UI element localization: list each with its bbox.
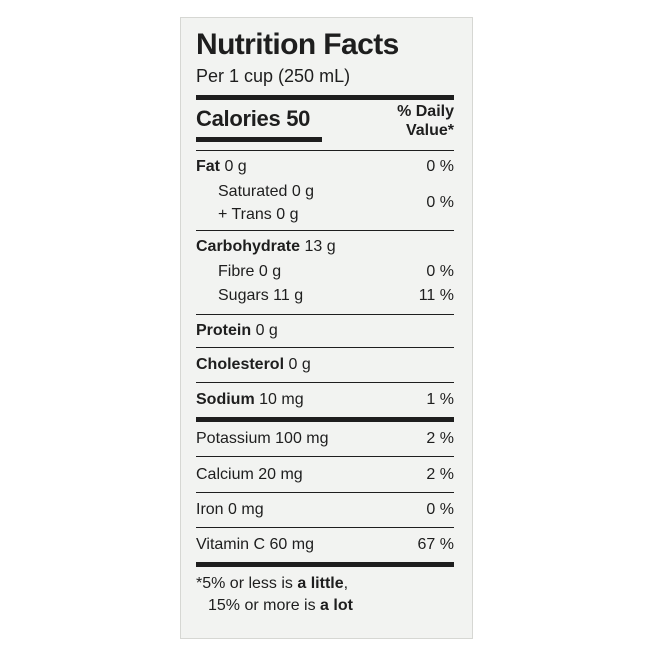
calcium-dv: 2 % xyxy=(426,465,454,483)
fibre-label: Fibre 0 g xyxy=(218,263,282,280)
divider xyxy=(196,230,454,231)
divider xyxy=(196,382,454,383)
carbohydrate-row: Carbohydrate 13 g xyxy=(196,234,454,260)
protein-label: Protein xyxy=(196,322,252,339)
potassium-dv: 2 % xyxy=(426,430,454,447)
calories-row: Calories 50 % Daily Value* xyxy=(196,100,454,150)
cholesterol-amount: 0 g xyxy=(288,356,311,373)
protein-row: Protein 0 g xyxy=(196,315,454,347)
divider xyxy=(196,456,454,457)
sodium-label: Sodium xyxy=(196,390,255,408)
potassium-row: Potassium 100 mg 2 % xyxy=(196,422,454,456)
divider-thick xyxy=(196,95,454,100)
fibre-row: Fibre 0 g 0 % xyxy=(196,260,454,284)
iron-dv: 0 % xyxy=(426,501,454,518)
calcium-row: Calcium 20 mg 2 % xyxy=(196,457,454,492)
calcium-label: Calcium 20 mg xyxy=(196,465,303,483)
daily-value-header: % Daily Value* xyxy=(397,103,454,139)
divider xyxy=(196,492,454,493)
fat-row: Fat 0 g 0 % xyxy=(196,154,454,179)
fat-amount: 0 g xyxy=(224,157,247,175)
divider xyxy=(196,347,454,348)
carbohydrate-amount: 13 g xyxy=(304,238,336,255)
sodium-row: Sodium 10 mg 1 % xyxy=(196,383,454,416)
calories-label: Calories xyxy=(196,106,281,131)
iron-label: Iron 0 mg xyxy=(196,501,264,518)
serving-size: Per 1 cup (250 mL) xyxy=(196,66,351,86)
divider xyxy=(196,527,454,528)
calories-underline xyxy=(196,137,322,142)
footnote-line-2: 15% or more is a lot xyxy=(208,597,353,614)
divider-thick xyxy=(196,417,454,422)
vitamin-c-dv: 67 % xyxy=(417,536,454,553)
carbohydrate-label: Carbohydrate xyxy=(196,238,301,255)
nutrition-label-panel xyxy=(180,17,473,639)
vitamin-c-label: Vitamin C 60 mg xyxy=(196,536,314,553)
trans-label: + Trans 0 g xyxy=(218,206,299,223)
sugars-dv: 11 % xyxy=(418,287,454,304)
calories-value: 50 xyxy=(286,106,311,131)
saturated-label: Saturated 0 g xyxy=(218,183,315,200)
fat-label: Fat xyxy=(196,157,220,175)
cholesterol-row: Cholesterol 0 g xyxy=(196,348,454,382)
fat-dv: 0 % xyxy=(426,157,454,175)
potassium-label: Potassium 100 mg xyxy=(196,430,329,447)
footnote: *5% or less is a little, 15% or more is … xyxy=(196,573,454,617)
divider xyxy=(196,150,454,151)
footnote-line-1: *5% or less is a little, xyxy=(196,575,349,592)
sodium-dv: 1 % xyxy=(426,390,454,408)
vitamin-c-row: Vitamin C 60 mg 67 % xyxy=(196,528,454,562)
sugars-row: Sugars 11 g 11 % xyxy=(196,284,454,308)
saturated-trans-row: Saturated 0 g + Trans 0 g 0 % xyxy=(196,179,454,227)
fibre-dv: 0 % xyxy=(426,263,454,280)
iron-row: Iron 0 mg 0 % xyxy=(196,493,454,527)
label-title: Nutrition Facts xyxy=(196,28,399,61)
sodium-amount: 10 mg xyxy=(259,390,304,408)
saturated-trans-dv: 0 % xyxy=(426,194,454,211)
cholesterol-label: Cholesterol xyxy=(196,356,285,373)
sugars-label: Sugars 11 g xyxy=(218,287,304,304)
divider-thick xyxy=(196,562,454,567)
protein-amount: 0 g xyxy=(255,322,278,339)
divider xyxy=(196,314,454,315)
nutrition-facts-table: Nutrition Facts Per 1 cup (250 mL) Calor… xyxy=(196,28,454,617)
